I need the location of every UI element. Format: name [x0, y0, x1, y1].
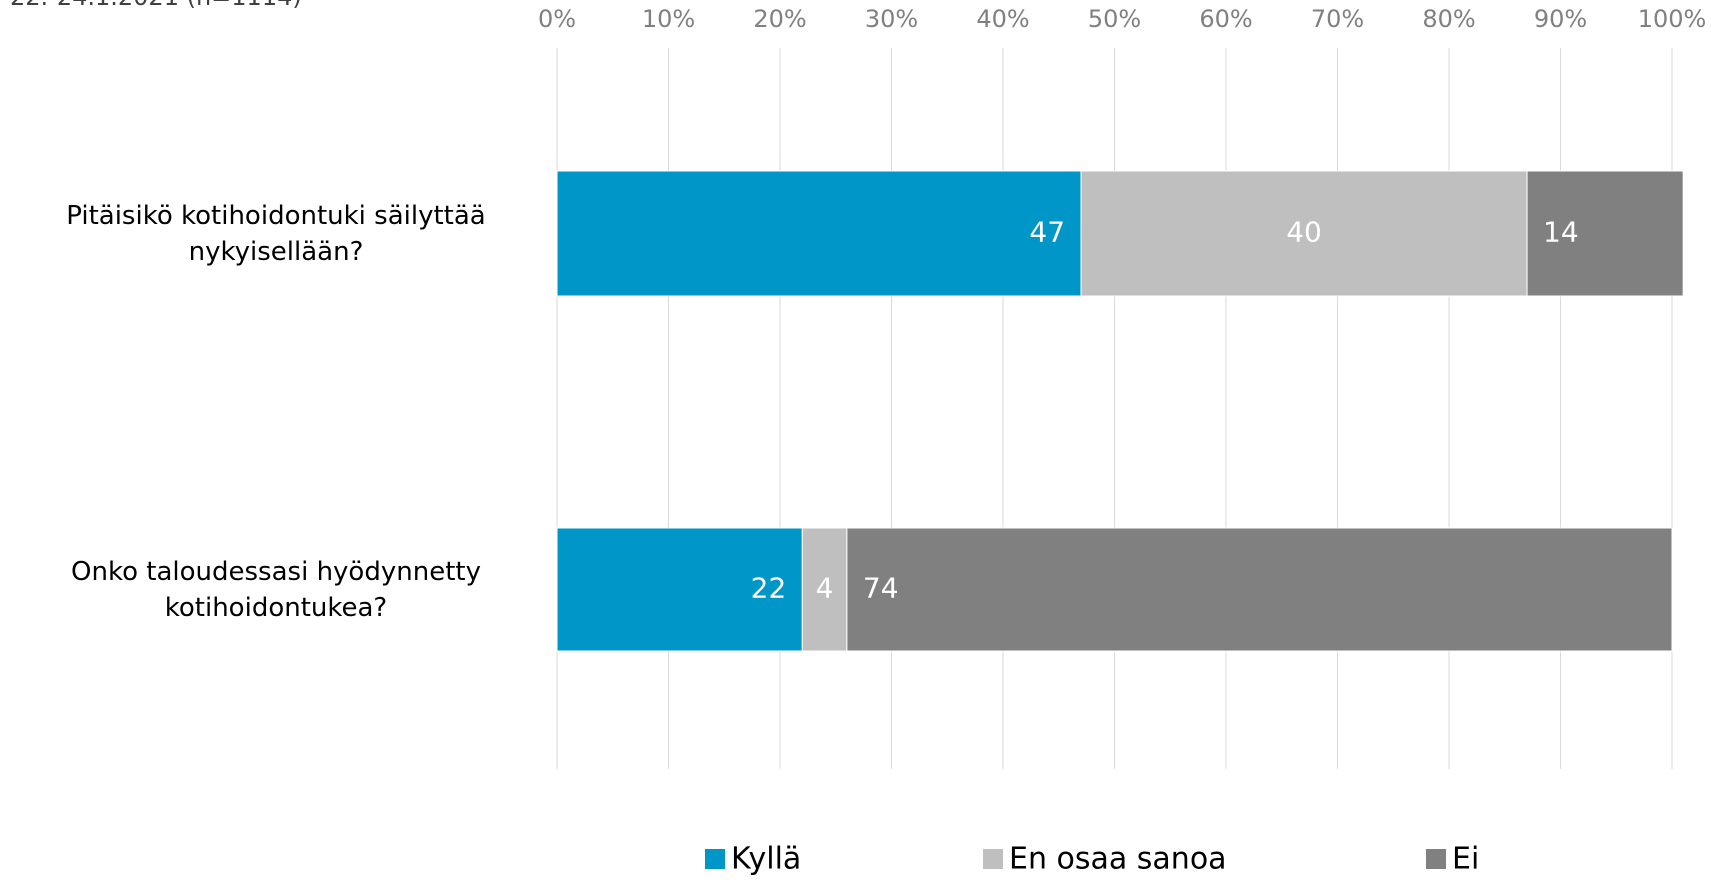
- x-tick-label: 50%: [1088, 5, 1141, 33]
- legend-label: En osaa sanoa: [1009, 842, 1227, 877]
- bar-segment: [801, 527, 848, 652]
- bar-segment: [556, 527, 803, 652]
- x-tick-label: 10%: [642, 5, 695, 33]
- legend-label: Kyllä: [731, 842, 801, 877]
- data-label: 40: [1286, 216, 1322, 249]
- x-tick-label: 30%: [865, 5, 918, 33]
- x-tick-label: 20%: [753, 5, 806, 33]
- legend-swatch: [1426, 849, 1446, 869]
- data-label: 74: [863, 572, 899, 605]
- x-tick-label: 40%: [976, 5, 1029, 33]
- category-label: Onko taloudessasi hyödynnetty kotihoidon…: [71, 556, 481, 623]
- data-label: 14: [1543, 216, 1579, 249]
- legend-swatch: [705, 849, 725, 869]
- bar-segment: [1526, 170, 1684, 297]
- data-label: 47: [1029, 216, 1065, 249]
- x-tick-label: 70%: [1311, 5, 1364, 33]
- data-label: 4: [816, 572, 834, 605]
- legend-label: Ei: [1452, 842, 1479, 877]
- bar-segment: [556, 170, 1082, 297]
- x-tick-label: 100%: [1638, 5, 1707, 33]
- bar-segment: [1080, 170, 1528, 297]
- category-label: Pitäisikö kotihoidontuki säilyttää nykyi…: [66, 200, 486, 267]
- data-label: 22: [751, 572, 787, 605]
- x-tick-label: 60%: [1199, 5, 1252, 33]
- bar-segment: [846, 527, 1673, 652]
- subtitle: 22.-24.1.2021 (n=1114): [10, 0, 302, 11]
- legend-swatch: [983, 849, 1003, 869]
- x-tick-label: 0%: [538, 5, 576, 33]
- x-tick-label: 80%: [1422, 5, 1475, 33]
- x-tick-label: 90%: [1534, 5, 1587, 33]
